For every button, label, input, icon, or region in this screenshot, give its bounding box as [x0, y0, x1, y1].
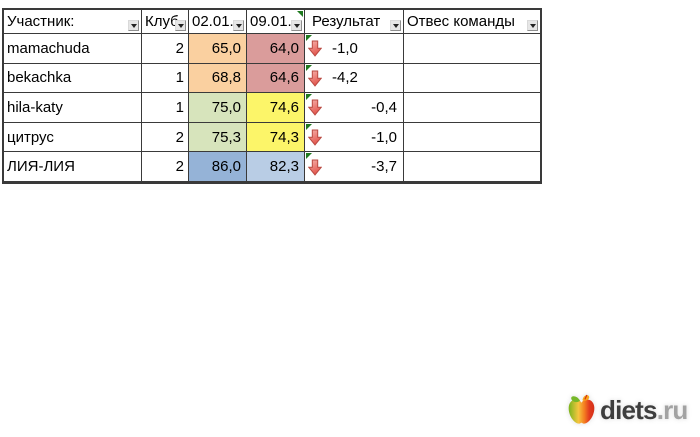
weight2-value: 74,3	[269, 128, 299, 146]
result-cell[interactable]: -0,4	[305, 93, 404, 123]
result-value: -0,4	[371, 98, 397, 116]
club-value: 2	[175, 128, 184, 146]
header-date2: 09.01.	[247, 10, 305, 34]
dropdown-arrow-icon	[130, 23, 137, 28]
weight1-cell[interactable]: 75,3	[189, 122, 247, 153]
weight1-value: 68,8	[211, 69, 241, 87]
team-loss-cell[interactable]	[404, 152, 540, 182]
participant-name: ЛИЯ-ЛИЯ	[7, 158, 75, 176]
participant-name: hila-katy	[7, 98, 63, 116]
weight1-value: 75,3	[211, 128, 241, 146]
header-date2-label: 09.01.	[250, 13, 292, 30]
result-value: -1,0	[371, 128, 397, 146]
participant-cell[interactable]: hila-katy	[4, 93, 142, 123]
result-cell[interactable]: -1,0	[305, 122, 404, 153]
team-loss-cell[interactable]	[404, 34, 540, 64]
dropdown-arrow-icon	[177, 23, 184, 28]
green-corner-indicator	[306, 123, 312, 130]
weight1-cell[interactable]: 65,0	[189, 34, 247, 64]
club-value: 2	[175, 158, 184, 176]
green-corner-indicator	[306, 35, 312, 41]
header-club-label: Клуб	[145, 13, 179, 30]
red-down-arrow-icon	[308, 40, 322, 58]
header-team-loss: Отвес команды	[404, 10, 540, 34]
weight1-cell[interactable]: 75,0	[189, 93, 247, 123]
brand-name: diets	[600, 394, 657, 425]
result-value: -4,2	[332, 69, 358, 87]
participant-name: цитрус	[7, 128, 54, 146]
weight1-cell[interactable]: 68,8	[189, 63, 247, 94]
club-cell[interactable]: 1	[142, 63, 189, 94]
weight2-value: 64,6	[269, 69, 299, 87]
club-value: 1	[175, 69, 184, 87]
club-cell[interactable]: 2	[142, 34, 189, 64]
weight1-value: 75,0	[211, 98, 241, 116]
result-cell[interactable]: -3,7	[305, 152, 404, 182]
filter-dropdown-button[interactable]	[291, 20, 302, 31]
participant-cell[interactable]: mamachuda	[4, 34, 142, 64]
weight2-cell[interactable]: 64,6	[247, 63, 305, 94]
filter-dropdown-button[interactable]	[390, 20, 401, 31]
dropdown-arrow-icon	[293, 23, 300, 28]
filter-dropdown-button[interactable]	[527, 20, 538, 31]
dropdown-arrow-icon	[529, 23, 536, 28]
red-down-arrow-icon	[308, 99, 322, 117]
club-value: 2	[175, 39, 184, 57]
team-loss-cell[interactable]	[404, 63, 540, 94]
red-down-arrow-icon	[308, 70, 322, 87]
diets-ru-watermark: diets .ru	[566, 393, 688, 427]
club-value: 1	[175, 98, 184, 116]
club-cell[interactable]: 2	[142, 152, 189, 182]
header-participant-label: Участник:	[7, 13, 75, 30]
club-cell[interactable]: 2	[142, 122, 189, 153]
result-cell[interactable]: -1,0	[305, 34, 404, 64]
header-result-label: Результат	[312, 13, 381, 30]
weight1-cell[interactable]: 86,0	[189, 152, 247, 182]
result-cell[interactable]: -4,2	[305, 63, 404, 94]
green-corner-indicator	[306, 153, 312, 160]
team-loss-cell[interactable]	[404, 122, 540, 153]
header-date1-label: 02.01.	[192, 13, 234, 30]
weight1-value: 65,0	[211, 39, 241, 57]
filter-dropdown-button[interactable]	[233, 20, 244, 31]
green-corner-indicator	[306, 64, 312, 71]
header-team-loss-label: Отвес команды	[407, 13, 515, 30]
participant-cell[interactable]: bekachka	[4, 63, 142, 94]
header-participant: Участник:	[4, 10, 142, 34]
weight1-value: 86,0	[211, 158, 241, 176]
weight2-value: 64,0	[269, 39, 299, 57]
header-result: Результат	[305, 10, 404, 34]
brand-suffix: .ru	[656, 394, 689, 425]
weight2-cell[interactable]: 74,3	[247, 122, 305, 153]
result-value: -1,0	[332, 39, 358, 57]
dropdown-arrow-icon	[392, 23, 399, 28]
weight2-cell[interactable]: 82,3	[247, 152, 305, 182]
weight2-value: 74,6	[269, 98, 299, 116]
participant-cell[interactable]: цитрус	[4, 122, 142, 153]
results-table: Участник: Клуб 02.01. 09.01. Результат О…	[2, 8, 542, 184]
apple-logo-icon	[568, 394, 595, 424]
weight2-cell[interactable]: 74,6	[247, 93, 305, 123]
team-loss-cell[interactable]	[404, 93, 540, 123]
result-value: -3,7	[371, 158, 397, 176]
club-cell[interactable]: 1	[142, 93, 189, 123]
dropdown-arrow-icon	[235, 23, 242, 28]
green-corner-indicator	[306, 94, 312, 101]
filter-dropdown-button[interactable]	[128, 20, 139, 31]
red-down-arrow-icon	[308, 129, 322, 146]
filter-dropdown-button[interactable]	[175, 20, 186, 31]
weight2-cell[interactable]: 64,0	[247, 34, 305, 64]
red-down-arrow-icon	[308, 159, 322, 176]
header-club: Клуб	[142, 10, 189, 34]
participant-name: bekachka	[7, 69, 72, 87]
header-date1: 02.01.	[189, 10, 247, 34]
green-corner-indicator	[297, 11, 303, 17]
weight2-value: 82,3	[269, 158, 299, 176]
participant-name: mamachuda	[7, 39, 90, 57]
participant-cell[interactable]: ЛИЯ-ЛИЯ	[4, 152, 142, 182]
